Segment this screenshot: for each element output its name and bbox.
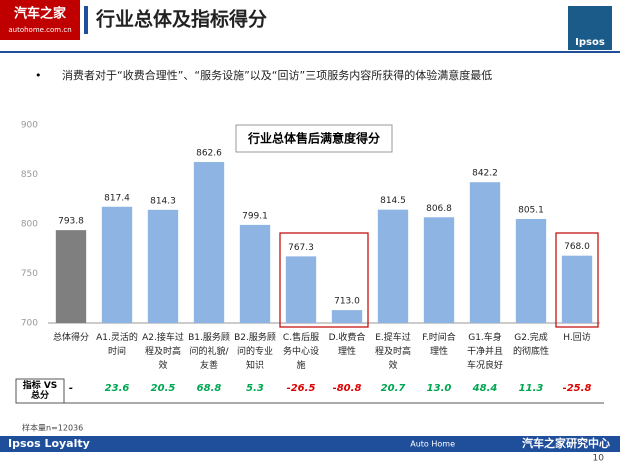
highlight-box bbox=[279, 232, 369, 328]
value-label: 793.8 bbox=[58, 217, 84, 227]
bar bbox=[285, 256, 317, 323]
logo-bg bbox=[0, 0, 80, 40]
comparison-cell: -80.8 bbox=[332, 383, 362, 394]
page-title: 行业总体及指标得分 bbox=[95, 8, 267, 31]
x-tick-label: A1.灵活的时间 bbox=[96, 333, 138, 357]
x-tick-label: C.售后服务中心设施 bbox=[282, 333, 320, 371]
bar bbox=[101, 206, 133, 323]
y-tick-label: 750 bbox=[21, 269, 38, 279]
comparison-cell: - bbox=[68, 383, 74, 394]
x-tick-label: G1.车身干净并且车况良好 bbox=[466, 333, 503, 371]
x-tick-label: E.提车过程及时高效 bbox=[374, 333, 411, 371]
value-label: 805.1 bbox=[518, 205, 544, 215]
bar bbox=[55, 230, 87, 323]
x-tick-label: 总体得分 bbox=[52, 333, 89, 343]
title-bar bbox=[84, 6, 88, 34]
sample-size: 样本量n=12036 bbox=[22, 423, 83, 433]
comparison-header-box bbox=[15, 378, 65, 404]
ipsos-text: Ipsos bbox=[575, 37, 605, 48]
x-tick-label: D.收费合理性 bbox=[328, 333, 366, 357]
comparison-cell: -25.8 bbox=[562, 383, 592, 394]
comparison-cell: 11.3 bbox=[518, 383, 544, 394]
bar bbox=[561, 255, 593, 323]
comparison-cell: 20.7 bbox=[380, 383, 406, 394]
bar bbox=[239, 224, 271, 323]
x-tick-label: B1.服务顾问的礼貌/友善 bbox=[188, 333, 230, 371]
comparison-cell: 13.0 bbox=[426, 383, 452, 394]
bar bbox=[331, 310, 363, 323]
bullet-dot: • bbox=[35, 69, 42, 82]
y-tick-label: 900 bbox=[21, 121, 38, 131]
value-label: 806.8 bbox=[426, 204, 452, 214]
bar bbox=[515, 218, 547, 323]
chart-title-box bbox=[235, 124, 393, 153]
bar bbox=[377, 209, 409, 323]
comparison-cell: 68.8 bbox=[196, 383, 222, 394]
x-tick-label: B2.服务顾问的专业知识 bbox=[234, 333, 276, 371]
value-label: 817.4 bbox=[104, 193, 130, 203]
comparison-cell: 23.6 bbox=[104, 383, 130, 394]
comparison-cell: 48.4 bbox=[472, 383, 498, 394]
footer-autohome: Auto Home bbox=[410, 440, 455, 449]
comparison-header: 指标 VS 总分 bbox=[22, 381, 58, 401]
page-number: 10 bbox=[593, 454, 605, 464]
value-label: 767.3 bbox=[288, 243, 314, 253]
footer-bar bbox=[0, 436, 620, 452]
y-tick-label: 850 bbox=[21, 170, 38, 180]
y-tick-label: 700 bbox=[21, 319, 38, 329]
highlight-box bbox=[555, 232, 599, 328]
footer-brand: Ipsos Loyalty bbox=[8, 437, 90, 450]
chart-title: 行业总体售后满意度得分 bbox=[247, 131, 380, 146]
ipsos-logo bbox=[568, 6, 612, 50]
comparison-cell: -26.5 bbox=[286, 383, 316, 394]
value-label: 862.6 bbox=[196, 149, 222, 159]
value-label: 842.2 bbox=[472, 169, 498, 179]
x-tick-label: A2.接车过程及时高效 bbox=[142, 333, 184, 371]
logo-url: autohome.com.cn bbox=[8, 26, 71, 34]
value-label: 799.1 bbox=[242, 211, 268, 221]
comparison-cell: 20.5 bbox=[150, 383, 176, 394]
value-label: 814.3 bbox=[150, 196, 176, 206]
x-tick-label: F.时间合理性 bbox=[422, 333, 456, 357]
bar bbox=[193, 162, 225, 323]
bar bbox=[469, 182, 501, 323]
bar bbox=[147, 209, 179, 323]
value-label: 768.0 bbox=[564, 242, 590, 252]
bar bbox=[423, 217, 455, 323]
value-label: 713.0 bbox=[334, 297, 360, 307]
bullet-text: 消费者对于“收费合理性”、“服务设施”以及“回访”三项服务内容所获得的体验满意度… bbox=[62, 68, 492, 82]
logo-cn: 汽车之家 bbox=[14, 6, 67, 22]
footer-center: 汽车之家研究中心 bbox=[522, 436, 610, 450]
x-tick-label: G2.完成的彻底性 bbox=[512, 333, 549, 357]
y-tick-label: 800 bbox=[21, 220, 38, 230]
value-label: 814.5 bbox=[380, 196, 406, 206]
comparison-cell: 5.3 bbox=[246, 383, 264, 394]
x-tick-label: H.回访 bbox=[563, 333, 591, 343]
